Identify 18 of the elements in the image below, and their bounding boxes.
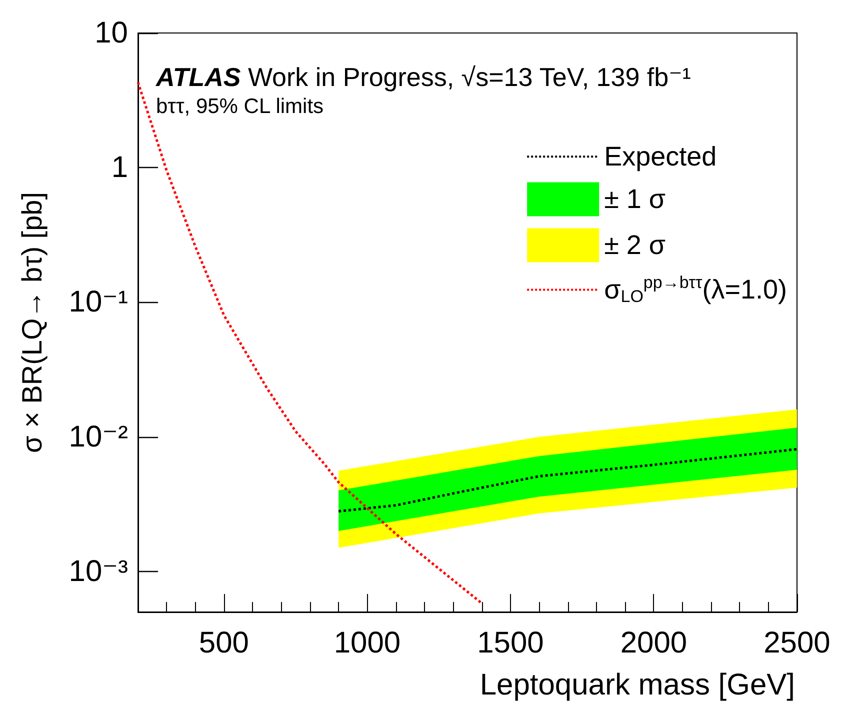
x-tick-label: 1500: [477, 626, 544, 660]
x-tick-label: 2000: [620, 626, 688, 660]
y-tick-label: 1: [111, 151, 128, 184]
x-axis-title: Leptoquark mass [GeV]: [480, 668, 795, 702]
y-tick-label: 10⁻¹: [68, 286, 128, 319]
y-tick-label: 10⁻³: [68, 554, 128, 588]
x-tick-label: 2500: [764, 626, 830, 660]
text: Work in Progress, √s=13 TeV, 139 fb⁻¹: [240, 62, 692, 92]
annotation: bττ, 95% CL limits: [156, 95, 324, 118]
x-tick-label: 500: [198, 626, 249, 660]
legend-label: ± 2 σ: [604, 230, 666, 260]
y-axis-title: σ × BR(LQ→ bτ) [pb]: [16, 192, 48, 453]
y-tick-label: 10⁻²: [68, 420, 128, 454]
text: ATLAS: [155, 62, 242, 92]
y-tick-label: 10: [94, 16, 128, 50]
legend-label: ± 1 σ: [604, 184, 666, 214]
x-tick-label: 1000: [334, 626, 401, 660]
legend-label: Expected: [604, 142, 717, 172]
